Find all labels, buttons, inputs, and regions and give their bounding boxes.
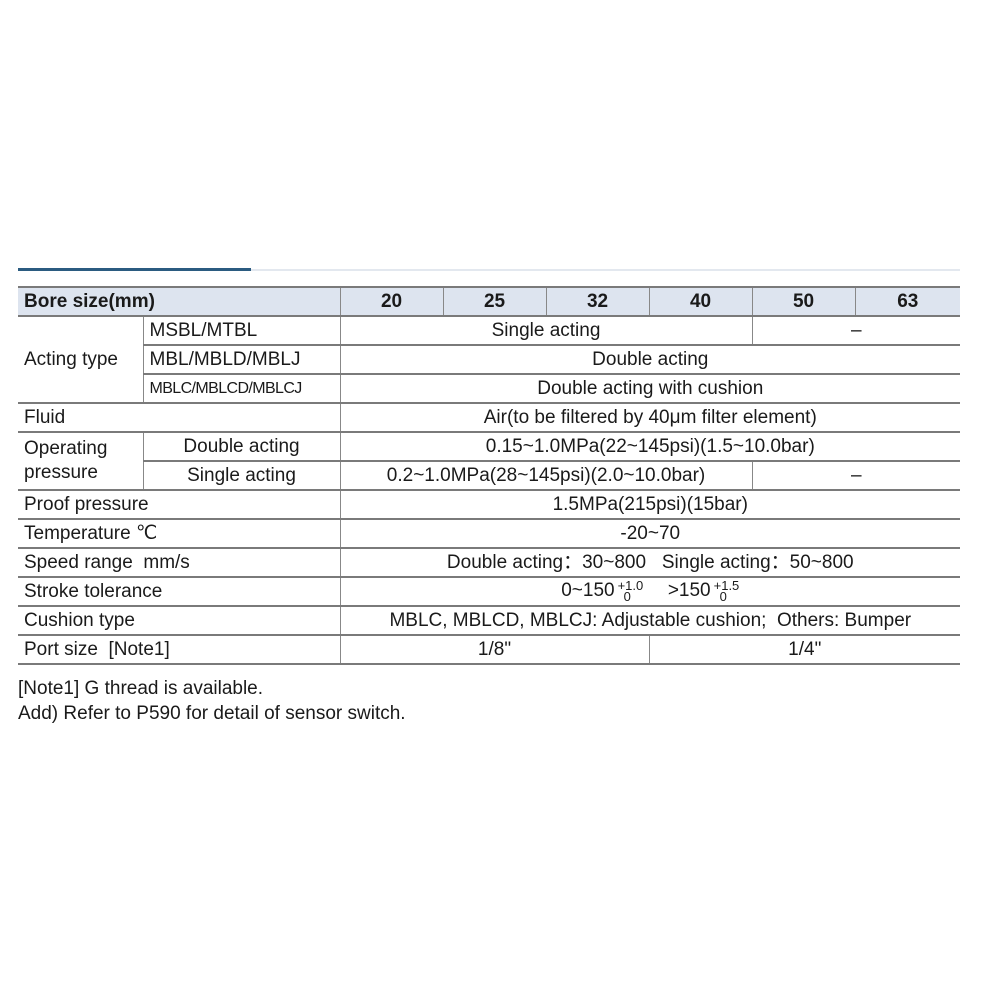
notes: [Note1] G thread is available. Add) Refe… — [18, 676, 406, 726]
specifications-table: Bore size(mm) 20 25 32 40 50 63 Acting t… — [18, 286, 961, 665]
acting-value-large: – — [751, 315, 961, 346]
temperature-label: Temperature ℃ — [18, 518, 341, 549]
bore-50: 50 — [751, 286, 856, 317]
table-row: Temperature ℃ -20~70 — [18, 518, 961, 549]
bore-63: 63 — [854, 286, 961, 317]
tolerance: +1.0 0 — [617, 578, 644, 605]
header-row: Bore size(mm) 20 25 32 40 50 63 — [18, 286, 961, 317]
fluid-value: Air(to be filtered by 40μm filter elemen… — [339, 402, 961, 433]
table-row: Operating pressure Double acting 0.15~1.… — [18, 431, 961, 491]
table-row: MBLC/MBLCD/MBLCJ Double acting with cush… — [18, 373, 961, 404]
table-row: Acting type MSBL/MTBL Single acting – — [18, 315, 961, 404]
acting-type-label: Acting type — [18, 315, 144, 404]
stroke-range: 0~150 — [561, 580, 615, 602]
fluid-label: Fluid — [18, 402, 341, 433]
cushion-type-value: MBLC, MBLCD, MBLCJ: Adjustable cushion; … — [339, 605, 961, 636]
pressure-type-label: Double acting — [142, 431, 341, 462]
tolerance: +1.5 0 — [713, 578, 740, 605]
tolerance-lower: 0 — [623, 589, 631, 605]
table-row: Fluid Air(to be filtered by 40μm filter … — [18, 402, 961, 433]
operating-pressure-label: Operating pressure — [18, 431, 144, 491]
table-row: Port size [Note1] 1/8" 1/4" — [18, 634, 961, 665]
tolerance-lower: 0 — [719, 589, 727, 605]
tolerance-upper: +1.0 — [617, 578, 644, 594]
model-label: MBLC/MBLCD/MBLCJ — [143, 373, 341, 404]
proof-pressure-label: Proof pressure — [18, 489, 341, 520]
port-size-label: Port size [Note1] — [18, 634, 341, 665]
table-row: Speed range mm/s Double acting：30~800 Si… — [18, 547, 961, 578]
table-row: Stroke tolerance 0~150 +1.0 0 >150 +1.5 0 — [18, 576, 961, 607]
note-1: [Note1] G thread is available. — [18, 678, 264, 699]
bore-32: 32 — [545, 286, 650, 317]
model-label: MBL/MBLD/MBLJ — [143, 344, 341, 375]
pressure-value-large: – — [751, 460, 961, 491]
speed-range-label: Speed range mm/s — [18, 547, 341, 578]
table-row: Cushion type MBLC, MBLCD, MBLCJ: Adjusta… — [18, 605, 961, 636]
note-add: Add) Refer to P590 for detail of sensor … — [18, 703, 406, 724]
table-row: Proof pressure 1.5MPa(215psi)(15bar) — [18, 489, 961, 520]
stroke-tolerance-label: Stroke tolerance — [18, 576, 341, 607]
section-rule — [251, 269, 960, 271]
bore-20: 20 — [339, 286, 444, 317]
bore-25: 25 — [442, 286, 547, 317]
pressure-type-label: Single acting — [143, 460, 341, 491]
tolerance-upper: +1.5 — [713, 578, 740, 594]
model-label: MSBL/MTBL — [142, 315, 341, 346]
port-size-large: 1/4" — [648, 634, 961, 665]
stroke-range: >150 — [667, 580, 711, 602]
speed-range-value: Double acting：30~800 Single acting：50~80… — [339, 547, 961, 578]
acting-value: Single acting — [339, 315, 753, 346]
stroke-tolerance-value: 0~150 +1.0 0 >150 +1.5 0 — [339, 576, 961, 607]
pressure-value: 0.2~1.0MPa(28~145psi)(2.0~10.0bar) — [339, 460, 753, 491]
acting-value: Double acting — [339, 344, 961, 375]
pressure-value: 0.15~1.0MPa(22~145psi)(1.5~10.0bar) — [339, 431, 961, 462]
bore-size-label: Bore size(mm) — [18, 286, 341, 317]
port-size-small: 1/8" — [339, 634, 650, 665]
table-row: MBL/MBLD/MBLJ Double acting — [18, 344, 961, 375]
cushion-type-label: Cushion type — [18, 605, 341, 636]
proof-pressure-value: 1.5MPa(215psi)(15bar) — [339, 489, 961, 520]
acting-value: Double acting with cushion — [339, 373, 961, 404]
bore-40: 40 — [648, 286, 753, 317]
table-row: Single acting 0.2~1.0MPa(28~145psi)(2.0~… — [18, 460, 961, 491]
section-rule-accent — [18, 268, 251, 271]
temperature-value: -20~70 — [339, 518, 961, 549]
